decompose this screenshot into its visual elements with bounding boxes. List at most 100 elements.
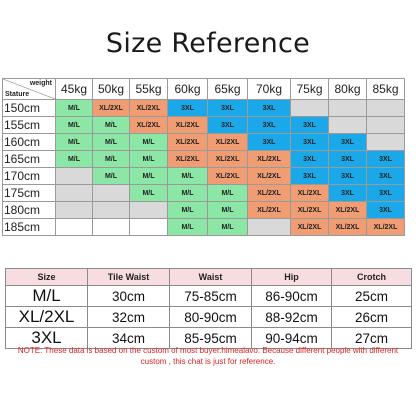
size-recommendation-cell: XL/2XL	[328, 201, 367, 219]
size-recommendation-cell	[290, 99, 329, 117]
size-recommendation-cell: M/L	[129, 133, 168, 151]
header-waist: Waist	[169, 268, 252, 286]
stature-row: 170cm M/L M/L M/L XL/2XL XL/2XL 3XL 3XL 3XL	[2, 167, 405, 185]
size-recommendation-cell: M/L	[92, 167, 130, 185]
size-recommendation-cell: 3XL	[328, 184, 367, 202]
size-recommendation-cell	[92, 184, 130, 202]
size-recommendation-cell: 3XL	[290, 116, 329, 134]
size-recommendation-cell: M/L	[167, 218, 208, 236]
size-recommendation-cell: M/L	[55, 116, 93, 134]
size-recommendation-cell: XL/2XL	[207, 150, 248, 168]
weight-header: 70kg	[247, 78, 291, 100]
stature-label: 165cm	[2, 150, 56, 168]
stature-row: 150cm M/L XL/2XL XL/2XL 3XL 3XL 3XL	[2, 99, 405, 117]
size-recommendation-cell: M/L	[167, 184, 208, 202]
size-recommendation-cell	[366, 133, 405, 151]
header-hip: Hip	[251, 268, 332, 286]
weight-header: 80kg	[328, 78, 367, 100]
size-recommendation-cell: M/L	[129, 150, 168, 168]
size-recommendation-cell: 3XL	[366, 167, 405, 185]
size-recommendation-cell: XL/2XL	[167, 133, 208, 151]
stature-row: 180cm M/L M/L XL/2XL XL/2XL XL/2XL 3XL	[2, 201, 405, 219]
size-recommendation-cell	[328, 116, 367, 134]
size-recommendation-cell: 3XL	[328, 133, 367, 151]
header-crotch: Crotch	[331, 268, 412, 286]
measurement-row: XL/2XL 32cm 80-90cm 88-92cm 26cm	[5, 306, 412, 328]
stature-label: 170cm	[2, 167, 56, 185]
size-recommendation-cell: XL/2XL	[207, 167, 248, 185]
size-recommendation-cell	[328, 99, 367, 117]
size-recommendation-cell: XL/2XL	[247, 201, 291, 219]
size-recommendation-cell: M/L	[55, 99, 93, 117]
size-recommendation-cell: M/L	[92, 133, 130, 151]
stature-row: 185cm M/L M/L XL/2XL XL/2XL XL/2XL	[2, 218, 405, 236]
size-recommendation-cell: M/L	[167, 201, 208, 219]
size-recommendation-cell: 3XL	[290, 150, 329, 168]
size-recommendation-cell	[92, 218, 130, 236]
size-recommendation-cell: 3XL	[328, 150, 367, 168]
stature-label: 160cm	[2, 133, 56, 151]
size-recommendation-cell: 3XL	[247, 133, 291, 151]
size-recommendation-cell: 3XL	[366, 184, 405, 202]
size-recommendation-cell	[55, 167, 93, 185]
size-chart: weight Stature 45kg 50kg 55kg 60kg 65kg …	[2, 78, 405, 236]
measurement-row: 3XL 34cm 85-95cm 90-94cm 27cm	[5, 327, 412, 349]
size-recommendation-cell: M/L	[55, 150, 93, 168]
crotch-cell: 25cm	[331, 285, 412, 307]
stature-row: 165cm M/L M/L M/L XL/2XL XL/2XL XL/2XL 3XL 3XL 3X…	[2, 150, 405, 168]
size-recommendation-cell: M/L	[92, 116, 130, 134]
size-cell: M/L	[5, 285, 88, 307]
hip-cell: 88-92cm	[251, 306, 332, 328]
hip-cell: 90-94cm	[251, 327, 332, 349]
size-recommendation-cell: 3XL	[290, 133, 329, 151]
size-recommendation-cell: XL/2XL	[129, 116, 168, 134]
stature-label: 185cm	[2, 218, 56, 236]
disclaimer-note: NOTE: These data is based on the custom …	[17, 346, 399, 366]
page-title: Size Reference	[105, 28, 311, 59]
weight-header: 50kg	[92, 78, 130, 100]
size-recommendation-cell: XL/2XL	[247, 167, 291, 185]
tile-waist-cell: 32cm	[87, 306, 170, 328]
stature-row: 155cm M/L M/L XL/2XL XL/2XL 3XL 3XL 3XL	[2, 116, 405, 134]
size-recommendation-cell: 3XL	[247, 99, 291, 117]
size-recommendation-cell: 3XL	[207, 116, 248, 134]
size-recommendation-cell: M/L	[92, 150, 130, 168]
size-recommendation-cell	[366, 116, 405, 134]
size-recommendation-cell: M/L	[207, 201, 248, 219]
crotch-cell: 26cm	[331, 306, 412, 328]
size-recommendation-cell: XL/2XL	[247, 150, 291, 168]
size-recommendation-cell	[55, 201, 93, 219]
stature-label: 175cm	[2, 184, 56, 202]
weight-header: 65kg	[207, 78, 248, 100]
size-recommendation-cell: XL/2XL	[290, 184, 329, 202]
size-recommendation-cell: XL/2XL	[247, 184, 291, 202]
size-recommendation-cell	[366, 99, 405, 117]
size-recommendation-cell: M/L	[129, 167, 168, 185]
weight-header: 45kg	[55, 78, 93, 100]
measurement-row: M/L 30cm 75-85cm 86-90cm 25cm	[5, 285, 412, 307]
stature-label: 150cm	[2, 99, 56, 117]
size-chart-body: 150cm M/L XL/2XL XL/2XL 3XL 3XL 3XL 155cm M/L M/L…	[2, 99, 405, 236]
size-recommendation-cell: M/L	[207, 184, 248, 202]
waist-cell: 80-90cm	[169, 306, 252, 328]
size-recommendation-cell: XL/2XL	[167, 150, 208, 168]
corner-stature-label: Stature	[5, 91, 30, 98]
size-recommendation-cell: M/L	[129, 184, 168, 202]
size-recommendation-cell: M/L	[167, 167, 208, 185]
weight-header: 75kg	[290, 78, 329, 100]
stature-label: 155cm	[2, 116, 56, 134]
size-recommendation-cell	[129, 201, 168, 219]
size-recommendation-cell: 3XL	[366, 150, 405, 168]
size-recommendation-cell	[129, 218, 168, 236]
stature-row: 175cm M/L M/L M/L XL/2XL XL/2XL 3XL 3XL	[2, 184, 405, 202]
weight-header: 60kg	[167, 78, 208, 100]
size-cell: XL/2XL	[5, 306, 88, 328]
weight-header: 85kg	[366, 78, 405, 100]
size-recommendation-cell: M/L	[207, 218, 248, 236]
size-recommendation-cell: XL/2XL	[167, 116, 208, 134]
corner-cell: weight Stature	[2, 78, 56, 100]
corner-weight-label: weight	[29, 80, 52, 87]
size-recommendation-cell: XL/2XL	[290, 201, 329, 219]
hip-cell: 86-90cm	[251, 285, 332, 307]
stature-row: 160cm M/L M/L M/L XL/2XL XL/2XL 3XL 3XL 3XL	[2, 133, 405, 151]
